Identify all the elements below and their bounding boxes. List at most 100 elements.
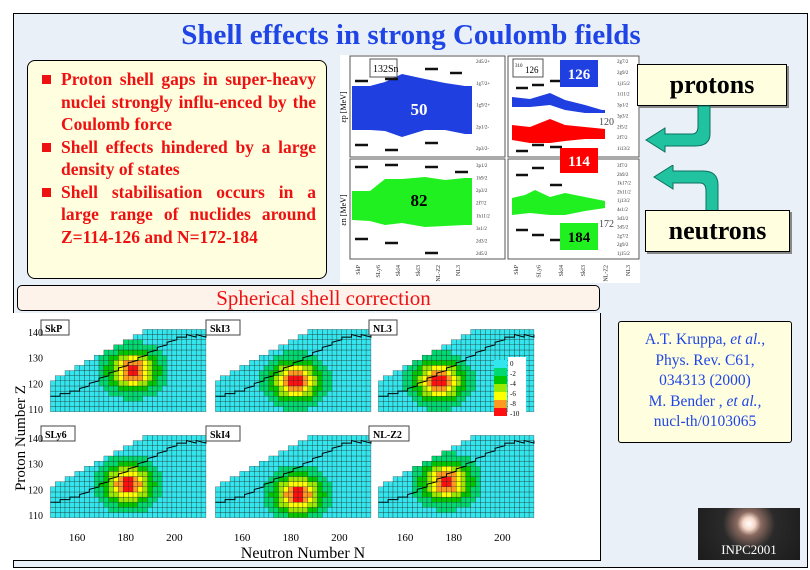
heatmap-cell <box>123 370 129 376</box>
heatmap-cell <box>239 385 245 392</box>
heatmap-cell <box>387 502 394 508</box>
heatmap-cell <box>475 406 481 412</box>
heatmap-cell <box>519 435 525 441</box>
heatmap-cell <box>254 401 260 407</box>
heatmap-cell <box>470 471 476 477</box>
heatmap-cell <box>341 502 347 508</box>
heatmap-cell <box>142 329 148 335</box>
heatmap-cell <box>322 491 328 498</box>
heatmap-cell <box>456 455 462 462</box>
heatmap-cell <box>307 360 313 366</box>
heatmap-cell <box>322 385 328 392</box>
heatmap-cell <box>186 450 192 457</box>
heatmap-cell <box>244 486 250 493</box>
heatmap-cell <box>64 401 71 407</box>
heatmap-cell <box>259 466 265 472</box>
heatmap-cell <box>365 460 372 467</box>
heatmap-cell <box>346 486 352 493</box>
heatmap-cell <box>361 385 367 392</box>
heatmap-cell <box>200 476 207 482</box>
heatmap-cell <box>268 396 274 402</box>
heatmap-cell <box>293 365 299 371</box>
heatmap-cell <box>176 491 182 498</box>
heatmap-cell <box>351 365 357 371</box>
heatmap-cell <box>470 445 476 452</box>
heatmap-cell <box>336 401 342 407</box>
heatmap-cell <box>94 401 100 407</box>
heatmap-cell <box>465 486 471 493</box>
heatmap-cell <box>441 385 447 392</box>
heatmap-cell <box>307 496 313 503</box>
heatmap-cell <box>422 460 428 467</box>
heatmap-cell <box>162 502 168 508</box>
heatmap-cell <box>460 502 467 508</box>
heatmap-cell <box>307 396 313 402</box>
heatmap-cell <box>128 491 134 498</box>
heatmap-cell <box>490 334 496 340</box>
heatmap-cell <box>302 365 308 371</box>
heatmap-cell <box>470 329 476 335</box>
inpc2001-logo: INPC2001 <box>698 508 800 560</box>
heatmap-cell <box>98 390 105 397</box>
heatmap-cell <box>341 455 347 462</box>
heatmap-cell <box>254 491 260 498</box>
heatmap-cell <box>397 507 403 513</box>
heatmap-cell <box>480 380 486 387</box>
heatmap-cell <box>361 375 367 381</box>
heatmap-cell <box>422 401 428 407</box>
heatmap-cell <box>147 460 153 467</box>
heatmap-cell <box>171 334 177 340</box>
heatmap-cell <box>147 396 153 402</box>
state-label: 2f7/2 <box>476 202 487 207</box>
heatmap-cell <box>322 370 328 376</box>
heatmap-cell <box>519 486 525 493</box>
state-label: 2p1/2- <box>476 125 489 130</box>
heatmap-cell <box>103 455 109 462</box>
heatmap-cell <box>176 486 182 493</box>
heatmap-cell <box>431 491 437 498</box>
heatmap-cell <box>490 460 496 467</box>
heatmap-cell <box>249 507 255 513</box>
heatmap-cell <box>224 406 231 412</box>
heatmap-cell <box>317 460 323 467</box>
heatmap-cell <box>137 450 143 457</box>
heatmap-cell <box>196 471 202 477</box>
heatmap-cell <box>524 471 530 477</box>
heatmap-cell <box>215 486 221 493</box>
heatmap-cell <box>200 360 207 366</box>
heatmap-cell <box>509 491 515 498</box>
heatmap-cell <box>356 496 362 503</box>
heatmap-cell <box>278 460 284 467</box>
heatmap-cell <box>297 396 304 402</box>
heatmap-cell <box>200 365 207 371</box>
heatmap-cell <box>524 455 530 462</box>
bullet-square-icon <box>42 187 51 197</box>
heatmap-cell <box>361 390 367 397</box>
heatmap-cell <box>494 329 501 335</box>
heatmap-cell <box>485 455 491 462</box>
heatmap-cell <box>132 396 139 402</box>
heatmap-cell <box>524 466 530 472</box>
heatmap-cell <box>259 481 265 487</box>
heatmap-cell <box>351 380 357 387</box>
heatmap-cell <box>176 339 182 345</box>
heatmap-cell <box>249 502 255 508</box>
heatmap-cell <box>422 385 428 392</box>
heatmap-cell <box>132 460 139 467</box>
heatmap-cell <box>181 512 187 518</box>
heatmap-cell <box>132 380 139 387</box>
heatmap-cell <box>293 390 299 397</box>
heatmap-cell <box>514 512 520 518</box>
heatmap-cell <box>317 385 323 392</box>
heatmap-cell <box>494 460 501 467</box>
heatmap-cell <box>113 390 119 397</box>
heatmap-cell <box>351 385 357 392</box>
heatmap-cell <box>268 460 274 467</box>
heatmap-cell <box>132 471 139 477</box>
heatmap-cell <box>417 370 423 376</box>
heatmap-cell <box>475 339 481 345</box>
heatmap-cell <box>123 375 129 381</box>
heatmap-cell <box>494 486 501 493</box>
state-label: 3f7/2 <box>617 164 628 169</box>
